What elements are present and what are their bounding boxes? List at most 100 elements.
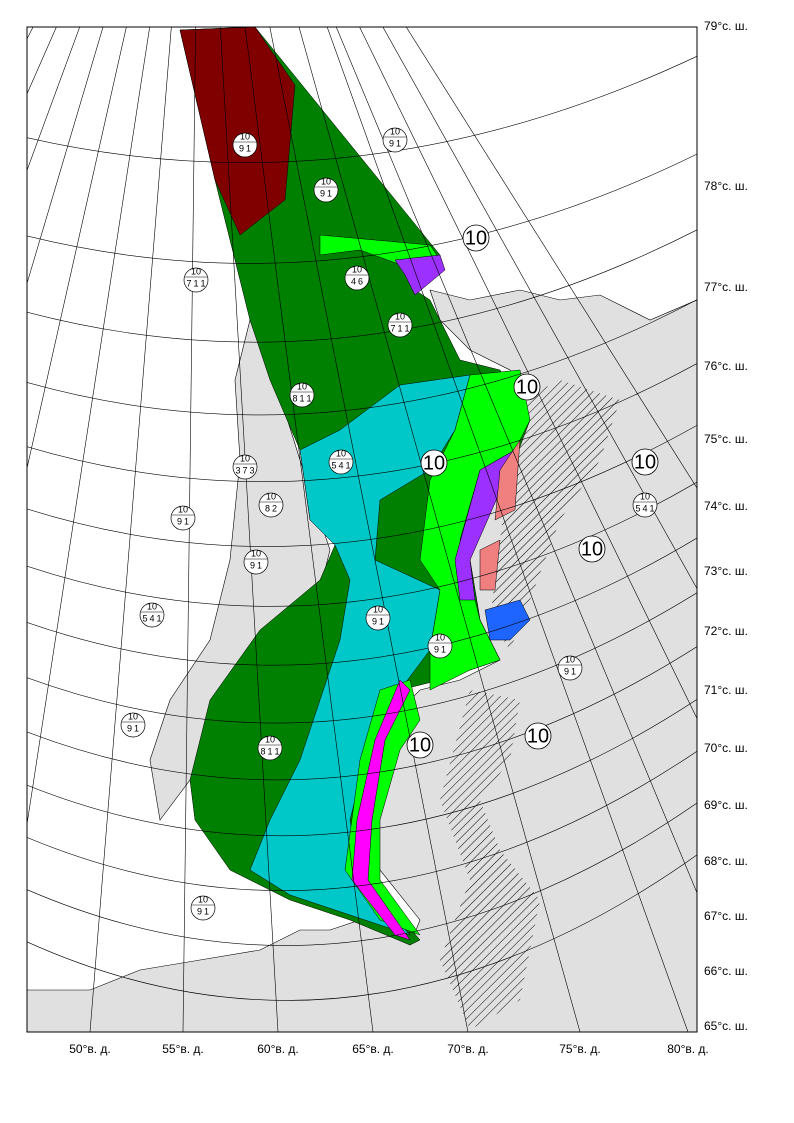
egg-partial: 9 [127,723,132,733]
egg-circle [243,549,269,575]
egg-partial: 6 [358,276,363,286]
lon-label: 80°в. д. [667,1042,709,1056]
egg-partial: 1 [571,666,576,676]
egg-total: 10 [266,491,276,501]
egg-circle [382,127,408,153]
parallel [27,537,697,666]
egg-total: 10 [640,491,650,501]
lat-label: 69°с. ш. [704,798,748,812]
meridian [382,27,697,590]
egg-partial: 1 [184,516,189,526]
egg-circle [289,382,315,408]
egg-partial: 1 [345,460,350,470]
egg-total: 10 [147,601,157,611]
egg-partial: 8 [265,503,270,513]
egg-circle [328,449,354,475]
meridian [335,27,697,894]
egg-partial: 3 [249,465,254,475]
code-circle [420,449,448,477]
meridian [89,27,172,1032]
lat-label: 77°с. ш. [704,280,748,294]
lon-label: 60°в. д. [257,1042,299,1056]
egg-total: 10 [395,311,405,321]
egg-circle [232,454,258,480]
big-code: 10 [516,376,538,398]
lat-label: 78°с. ш. [704,179,748,193]
egg-partial: 4 [351,276,356,286]
meridian [269,27,469,1032]
meridian [182,27,196,1032]
code-circle [462,224,490,252]
code-circle [513,373,541,401]
parallel [27,646,697,781]
ice-pink-2 [479,539,501,591]
egg-partial: 9 [177,516,182,526]
egg-circle [257,735,283,761]
egg-total: 10 [178,504,188,514]
lat-label: 76°с. ш. [704,359,748,373]
egg-partial: 9 [250,560,255,570]
lat-label: 67°с. ш. [704,909,748,923]
egg-circle [170,505,196,531]
lat-label: 74°с. ш. [704,499,748,513]
egg-partial: 1 [306,393,311,403]
big-code: 10 [465,227,487,249]
parallel [27,802,697,946]
meridian [27,27,127,470]
egg-partial: 1 [396,138,401,148]
egg-partial: 4 [149,613,154,623]
parallel [27,481,697,607]
egg-partial: 9 [372,616,377,626]
meridian [359,27,697,720]
egg-circle [183,267,209,293]
egg-total: 10 [336,448,346,458]
egg-partial: 7 [242,465,247,475]
egg-partial: 1 [649,503,654,513]
egg-partial: 5 [331,460,336,470]
lat-label: 72°с. ш. [704,624,748,638]
egg-partial: 5 [635,503,640,513]
egg-partial: 7 [186,278,191,288]
parallel [27,750,697,891]
lat-label: 70°с. ш. [704,741,748,755]
egg-partial: 1 [257,560,262,570]
egg-partial: 7 [390,323,395,333]
egg-total: 10 [390,126,400,136]
egg-circle [190,895,216,921]
ice-pink [494,439,521,521]
big-code: 10 [423,452,445,474]
lat-label: 73°с. ш. [704,564,748,578]
meridian [27,27,150,827]
big-code: 10 [409,734,431,756]
egg-partial: 1 [200,278,205,288]
egg-circle [120,712,146,738]
egg-total: 10 [240,131,250,141]
egg-circle [139,602,165,628]
lat-label: 79°с. ш. [704,19,748,33]
egg-circle [387,312,413,338]
egg-partial: 9 [564,666,569,676]
parallel [27,698,697,837]
egg-total: 10 [198,894,208,904]
code-circle [631,448,659,476]
egg-partial: 1 [397,323,402,333]
egg-total: 10 [265,734,275,744]
code-circle [578,535,606,563]
egg-partial: 1 [267,746,272,756]
egg-circle [258,492,284,518]
egg-partial: 1 [134,723,139,733]
ice-cyan [249,374,471,936]
lat-label: 66°с. ш. [704,964,748,978]
egg-total: 10 [565,654,575,664]
egg-total: 10 [240,453,250,463]
egg-total: 10 [352,264,362,274]
lon-label: 50°в. д. [69,1042,111,1056]
parallel [27,363,697,483]
parallel [27,854,697,1001]
meridian [405,27,697,489]
code-circle [524,722,552,750]
egg-partial: 1 [441,644,446,654]
parallel [27,55,697,163]
egg-partial: 9 [239,143,244,153]
